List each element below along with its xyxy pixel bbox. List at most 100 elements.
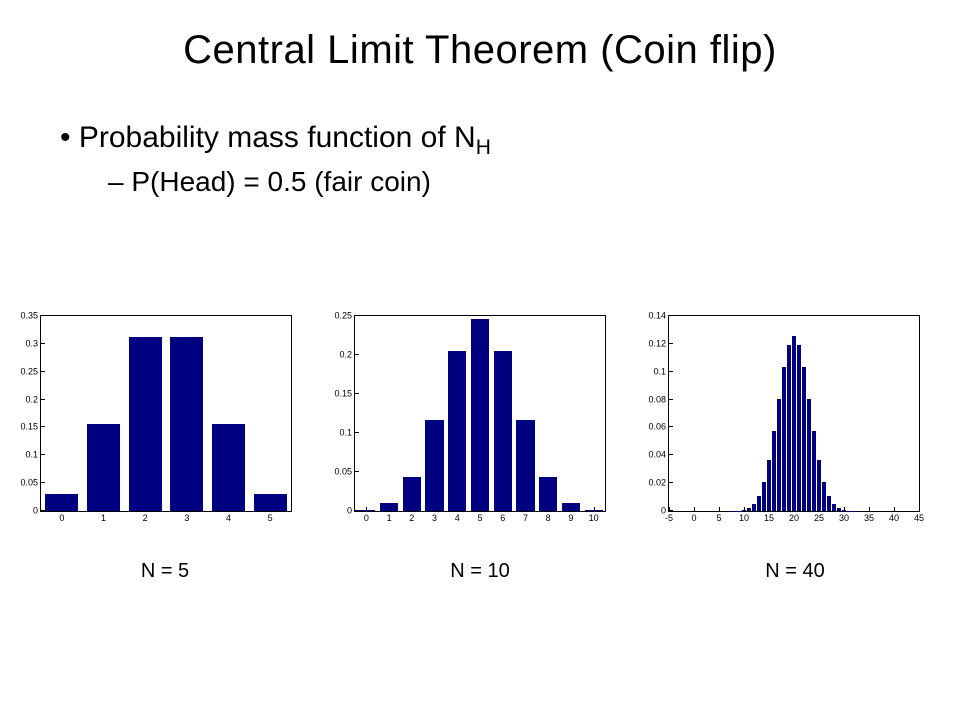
bar-chart-n40: 00.020.040.060.080.10.120.14-50510152025… [668,315,920,512]
bar [777,399,782,511]
bar [562,503,580,511]
ytick-label: 0.35 [20,312,41,321]
xtick-label: 0 [364,511,369,523]
chart-cell-n5: 00.050.10.150.20.250.30.35012345 [40,315,292,512]
xtick-label: 25 [814,511,824,523]
bar [539,477,557,511]
xtick-label: 8 [546,511,551,523]
bar [832,504,837,511]
xtick-label: 15 [764,511,774,523]
ytick-label: 0.25 [334,312,355,321]
bar [807,399,812,511]
bar [254,494,287,511]
xtick-label: 5 [268,511,273,523]
bar [797,345,802,511]
xtick-label: 0 [59,511,64,523]
xtick-label: 5 [716,511,721,523]
xtick-label: 10 [589,511,599,523]
caption-row: N = 5 N = 10 N = 40 [40,560,920,583]
xtick-label: 35 [864,511,874,523]
ytick-label: 0.1 [25,451,41,460]
bar [762,482,767,511]
xtick-label: -5 [665,511,673,523]
xtick-label: 10 [739,511,749,523]
xtick-label: 1 [101,511,106,523]
xtick-label: 4 [226,511,231,523]
xtick-label: 3 [432,511,437,523]
bar [827,496,832,511]
bar-chart-n5: 00.050.10.150.20.250.30.35012345 [40,315,292,512]
bar [822,482,827,511]
xtick-label: 9 [568,511,573,523]
bar [45,494,78,511]
bar [782,367,787,511]
ytick-label: 0.3 [25,339,41,348]
xtick-label: 2 [143,511,148,523]
xtick-label: 40 [889,511,899,523]
ytick-label: 0.14 [648,312,669,321]
bar-chart-n10: 00.050.10.150.20.25012345678910 [354,315,606,512]
xtick-label: 2 [409,511,414,523]
ytick-label: 0 [33,507,41,516]
ytick-label: 0.05 [20,479,41,488]
xtick-label: 1 [387,511,392,523]
bar [842,510,847,511]
bar [380,503,398,511]
bar [802,367,807,511]
bar [747,508,752,511]
ytick-label: 0.02 [648,479,669,488]
bar [787,345,792,511]
chart-cell-n40: 00.020.040.060.080.10.120.14-50510152025… [668,315,920,512]
bar [129,337,162,511]
bar [516,420,534,511]
ytick-label: 0.1 [339,429,355,438]
bullet-level1: Probability mass function of NH [60,121,900,160]
xtick-label: 45 [914,511,924,523]
ytick-label: 0.08 [648,395,669,404]
ytick-label: 0.2 [25,395,41,404]
ytick-label: 0.15 [334,390,355,399]
caption-n5: N = 5 [40,560,290,583]
bar [425,420,443,511]
bar [757,496,762,511]
bar [170,337,203,511]
slide-title: Central Limit Theorem (Coin flip) [0,0,960,73]
ytick-label: 0.05 [334,468,355,477]
bar [812,431,817,511]
xtick-label: 20 [789,511,799,523]
bar [837,508,842,511]
bar [403,477,421,511]
ytick-label: 0 [347,507,355,516]
xtick-label: 6 [500,511,505,523]
bar [752,504,757,511]
bar [357,510,375,511]
ytick-label: 0.25 [20,367,41,376]
ytick-label: 0.12 [648,339,669,348]
bullet-level2: P(Head) = 0.5 (fair coin) [108,166,900,198]
xtick-label: 30 [839,511,849,523]
bar [87,424,120,511]
bar [772,431,777,511]
xtick-label: 5 [477,511,482,523]
caption-n40: N = 40 [670,560,920,583]
ytick-label: 0.06 [648,423,669,432]
bar [792,336,797,511]
body-area: Probability mass function of NH P(Head) … [0,73,960,198]
ytick-label: 0.04 [648,451,669,460]
bar [742,510,747,511]
bar [471,319,489,511]
xtick-label: 7 [523,511,528,523]
xtick-label: 4 [455,511,460,523]
charts-row: 00.050.10.150.20.250.30.35012345 00.050.… [40,315,920,512]
ytick-label: 0.1 [653,367,669,376]
bar [212,424,245,511]
bullet1-text: Probability mass function of N [79,121,476,154]
slide: Central Limit Theorem (Coin flip) Probab… [0,0,960,720]
ytick-label: 0.15 [20,423,41,432]
bar [585,510,603,511]
bar [448,351,466,511]
bullet1-subscript: H [476,136,491,159]
bar [767,460,772,511]
xtick-label: 0 [691,511,696,523]
bar [494,351,512,511]
